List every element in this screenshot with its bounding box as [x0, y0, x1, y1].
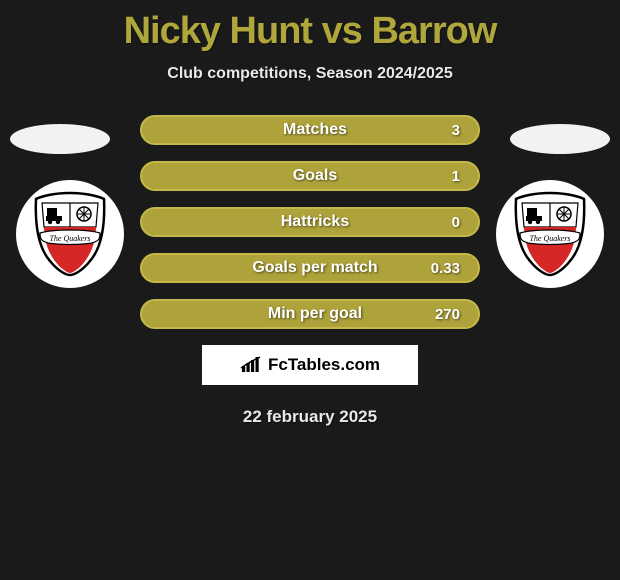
stat-label: Goals [210, 167, 420, 185]
page-title: Nicky Hunt vs Barrow [0, 0, 620, 53]
date-text: 22 february 2025 [0, 407, 620, 427]
stat-value: 1 [420, 168, 460, 185]
watermark-text: FcTables.com [268, 355, 380, 375]
stat-label: Min per goal [210, 305, 420, 323]
watermark: FcTables.com [202, 345, 418, 385]
stat-row: Hattricks 0 [140, 207, 480, 237]
stat-value: 0 [420, 214, 460, 231]
stat-label: Hattricks [210, 213, 420, 231]
stat-value: 3 [420, 122, 460, 139]
stat-value: 0.33 [420, 260, 460, 277]
bar-chart-icon [240, 356, 262, 374]
stat-value: 270 [420, 306, 460, 323]
stat-row: Min per goal 270 [140, 299, 480, 329]
subtitle: Club competitions, Season 2024/2025 [0, 65, 620, 83]
stat-row: Goals 1 [140, 161, 480, 191]
stat-row: Goals per match 0.33 [140, 253, 480, 283]
stat-label: Goals per match [210, 259, 420, 277]
stat-row: Matches 3 [140, 115, 480, 145]
stats-container: Matches 3 Goals 1 Hattricks 0 Goals per … [0, 115, 620, 329]
stat-label: Matches [210, 121, 420, 139]
